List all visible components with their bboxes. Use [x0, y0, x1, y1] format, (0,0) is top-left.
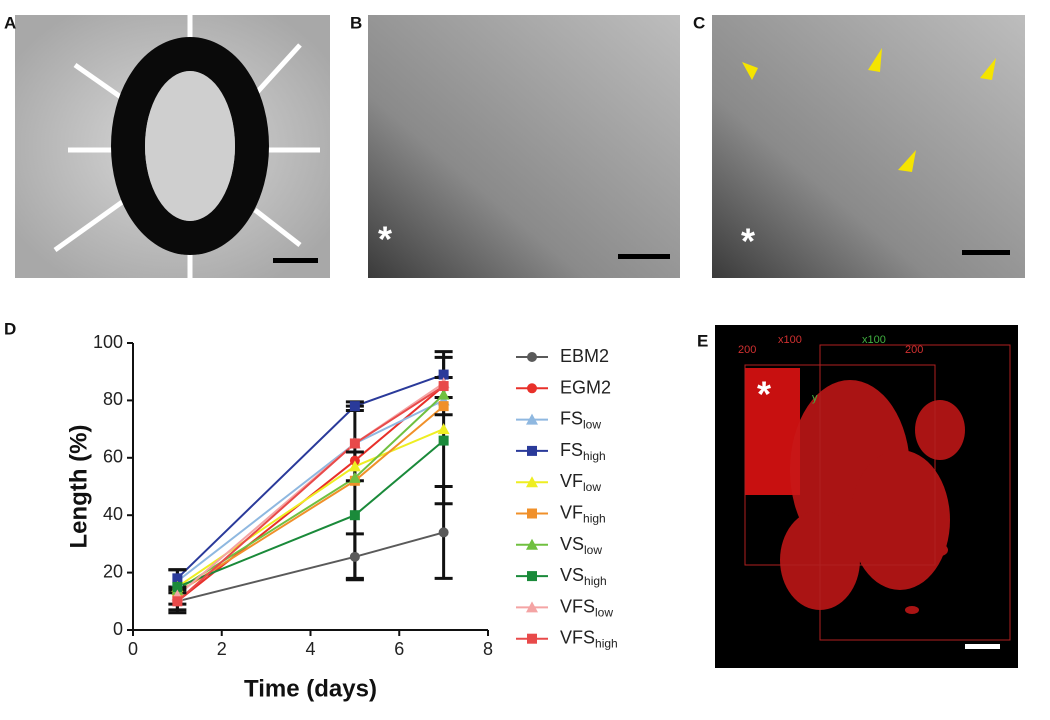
x-tick-label: 8 [483, 639, 493, 659]
marker [527, 571, 537, 582]
y-tick-label: 80 [103, 389, 123, 409]
legend-label: EBM2 [560, 346, 609, 366]
legend-label: VFSlow [560, 596, 613, 619]
legend-label: VFlow [560, 471, 601, 494]
legend-subscript: low [583, 418, 601, 432]
x-axis-title: Time (days) [244, 675, 377, 702]
legend-label: VSlow [560, 534, 602, 557]
panel-label: B [350, 13, 362, 32]
marker [349, 438, 360, 449]
x-tick-label: 4 [305, 639, 315, 659]
image-asterisk: * [378, 219, 392, 260]
image-a [15, 15, 330, 278]
render-axis-label: y [812, 392, 818, 404]
marker [438, 527, 449, 538]
marker [526, 476, 538, 488]
y-tick-label: 40 [103, 504, 123, 524]
legend-name: VFS [560, 596, 595, 616]
legend-label: FShigh [560, 440, 606, 463]
marker [172, 581, 183, 592]
legend-name: VF [560, 471, 583, 491]
y-tick-label: 100 [93, 332, 123, 352]
legend-label: VFhigh [560, 502, 606, 525]
marker [526, 601, 538, 613]
render-axis-label: x100 [862, 334, 886, 346]
legend-label: VShigh [560, 565, 607, 588]
marker [437, 423, 450, 435]
legend-subscript: high [595, 637, 618, 651]
marker [349, 551, 360, 562]
legend-subscript: high [583, 449, 606, 463]
legend-name: VF [560, 502, 583, 522]
image-asterisk: * [741, 221, 755, 262]
x-tick-label: 6 [394, 639, 404, 659]
legend-name: VFS [560, 627, 595, 647]
marker [348, 460, 361, 472]
marker [172, 596, 183, 607]
panel-label: E [697, 331, 708, 350]
marker [438, 369, 449, 380]
marker [527, 352, 537, 362]
panel-label: C [693, 13, 705, 32]
marker [438, 401, 449, 412]
x-tick-label: 2 [217, 639, 227, 659]
marker [348, 471, 361, 483]
marker [349, 510, 360, 521]
legend-name: EGM2 [560, 377, 611, 397]
legend-subscript: low [584, 543, 602, 557]
image-asterisk: * [757, 374, 771, 415]
legend-subscript: high [584, 574, 607, 588]
marker [349, 401, 360, 412]
marker [527, 633, 537, 644]
legend-name: VS [560, 534, 584, 554]
image-b [368, 15, 680, 278]
image-e [715, 325, 1018, 668]
marker [526, 538, 538, 550]
legend-name: FS [560, 440, 583, 460]
y-tick-label: 60 [103, 447, 123, 467]
render-axis-label: 200 [738, 344, 756, 356]
legend-label: FSlow [560, 408, 601, 431]
marker [438, 381, 449, 392]
image-c [712, 15, 1025, 278]
y-tick-label: 20 [103, 561, 123, 581]
legend-label: EGM2 [560, 377, 611, 397]
legend-subscript: low [583, 480, 601, 494]
marker [526, 413, 538, 425]
panel-label: D [4, 319, 16, 338]
x-tick-label: 0 [128, 639, 138, 659]
render-axis-label: x100 [778, 334, 802, 346]
legend-subscript: low [595, 606, 613, 620]
legend-subscript: high [583, 512, 606, 526]
panel-label: A [4, 13, 16, 32]
marker [527, 508, 537, 519]
legend-name: EBM2 [560, 346, 609, 366]
y-axis-title: Length (%) [65, 425, 92, 549]
marker [527, 445, 537, 456]
marker [172, 573, 183, 584]
marker [438, 435, 449, 446]
series-line [176, 385, 445, 603]
marker [527, 383, 537, 394]
render-axis-label: 200 [905, 344, 923, 356]
series-line [176, 373, 444, 580]
y-tick-label: 0 [113, 619, 123, 639]
legend-name: VS [560, 565, 584, 585]
legend-name: FS [560, 408, 583, 428]
series-line [176, 399, 445, 583]
legend-label: VFShigh [560, 627, 618, 650]
marker [437, 388, 450, 400]
